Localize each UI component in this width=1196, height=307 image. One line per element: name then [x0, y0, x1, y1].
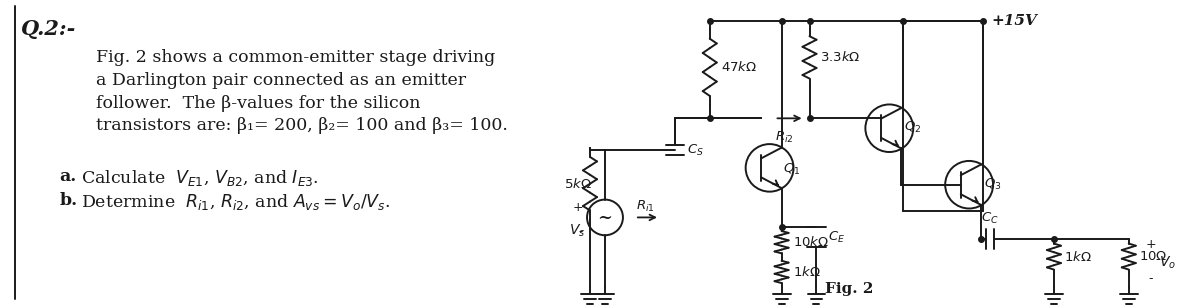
Text: transistors are: β₁= 200, β₂= 100 and β₃= 100.: transistors are: β₁= 200, β₂= 100 and β₃… — [96, 117, 508, 134]
Text: +: + — [573, 201, 582, 214]
Text: $10k\Omega$: $10k\Omega$ — [793, 235, 829, 249]
Text: -: - — [579, 225, 582, 238]
Text: +: + — [1146, 238, 1157, 251]
Text: Calculate  $V_{E1}$, $V_{B2}$, and $I_{E3}$.: Calculate $V_{E1}$, $V_{B2}$, and $I_{E3… — [81, 168, 319, 188]
Text: $10\Omega$: $10\Omega$ — [1139, 250, 1167, 263]
Text: a.: a. — [60, 168, 77, 185]
Text: follower.  The β-values for the silicon: follower. The β-values for the silicon — [96, 95, 421, 111]
Text: Q.2:-: Q.2:- — [22, 19, 77, 39]
Text: $R_{i2}$: $R_{i2}$ — [775, 130, 793, 145]
Text: Fig. 2: Fig. 2 — [825, 282, 873, 296]
Text: $C_S$: $C_S$ — [687, 142, 703, 157]
Text: Determine  $R_{i1}$, $R_{i2}$, and $A_{vs} = V_o/V_s$.: Determine $R_{i1}$, $R_{i2}$, and $A_{vs… — [81, 192, 391, 212]
Text: a Darlington pair connected as an emitter: a Darlington pair connected as an emitte… — [96, 72, 466, 89]
Text: ~: ~ — [598, 208, 612, 227]
Text: $47k\Omega$: $47k\Omega$ — [721, 60, 757, 74]
Text: $5k\Omega$: $5k\Omega$ — [565, 177, 592, 191]
Text: $V_s$: $V_s$ — [568, 222, 585, 239]
Text: $Q_1$: $Q_1$ — [782, 162, 800, 177]
Text: $C_E$: $C_E$ — [829, 230, 846, 245]
Text: -: - — [1148, 272, 1153, 285]
Text: $Q_3$: $Q_3$ — [983, 177, 1001, 192]
Text: b.: b. — [60, 192, 78, 209]
Text: $3.3k\Omega$: $3.3k\Omega$ — [820, 50, 861, 64]
Text: $C_C$: $C_C$ — [981, 211, 999, 226]
Text: +15V: +15V — [991, 14, 1037, 28]
Text: $V_o$: $V_o$ — [1159, 255, 1176, 271]
Text: $Q_2$: $Q_2$ — [904, 120, 921, 135]
Text: Fig. 2 shows a common-emitter stage driving: Fig. 2 shows a common-emitter stage driv… — [96, 49, 495, 66]
Text: $R_{i1}$: $R_{i1}$ — [636, 199, 654, 215]
Text: $1k\Omega$: $1k\Omega$ — [793, 265, 820, 279]
Text: $1k\Omega$: $1k\Omega$ — [1064, 250, 1092, 263]
